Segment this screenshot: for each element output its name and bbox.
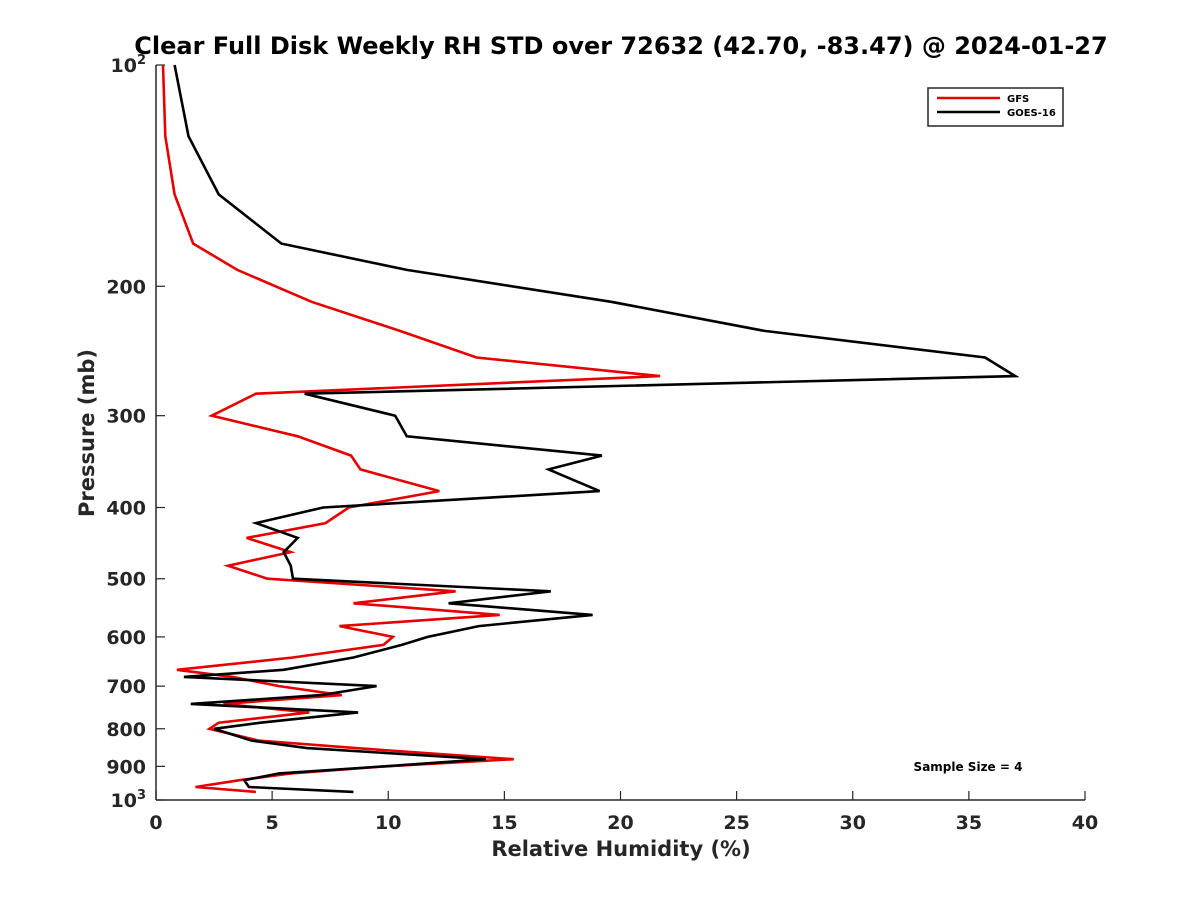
x-tick-label: 40: [1072, 812, 1098, 834]
y-tick-label: 102: [111, 53, 147, 77]
sample-size-annotation: Sample Size = 4: [914, 760, 1023, 774]
x-tick-label: 0: [149, 812, 162, 834]
x-axis-label: Relative Humidity (%): [491, 837, 750, 861]
series-line-gfs: [161, 64, 661, 794]
series-lines: [161, 64, 1020, 794]
x-tick-label: 35: [956, 812, 982, 834]
y-tick-label: 103: [111, 788, 147, 812]
y-tick-label: 900: [106, 756, 146, 778]
y-tick-base: 10: [111, 55, 137, 77]
y-tick-label: 300: [106, 406, 146, 428]
axes: [155, 64, 1086, 801]
y-tick-exponent: 3: [137, 788, 146, 803]
y-tick-exponent: 2: [137, 53, 146, 68]
x-tick-label: 15: [491, 812, 517, 834]
y-tick-base: 10: [111, 790, 137, 812]
x-tick-labels: 0 5 10 15 20 25 30 35 40: [149, 812, 1098, 834]
legend-box: [927, 87, 1064, 127]
legend: GFS GOES-16: [927, 87, 1064, 127]
series-line-goes-16: [173, 64, 1020, 794]
x-tick-label: 20: [607, 812, 633, 834]
x-tick-label: 25: [723, 812, 749, 834]
x-tick-label: 5: [266, 812, 279, 834]
x-tick-label: 10: [375, 812, 401, 834]
x-tick-label: 30: [840, 812, 866, 834]
y-tick-label: 200: [106, 276, 146, 298]
y-tick-label: 700: [106, 676, 146, 698]
legend-entry-label: GFS: [1007, 94, 1029, 105]
y-tick-label: 500: [106, 569, 146, 591]
legend-entry-label: GOES-16: [1007, 108, 1056, 119]
y-tick-label: 600: [106, 627, 146, 649]
y-axis-label: Pressure (mb): [75, 349, 99, 517]
y-tick-label: 800: [106, 719, 146, 741]
y-tick-label: 400: [106, 498, 146, 520]
chart-title: Clear Full Disk Weekly RH STD over 72632…: [134, 32, 1107, 60]
